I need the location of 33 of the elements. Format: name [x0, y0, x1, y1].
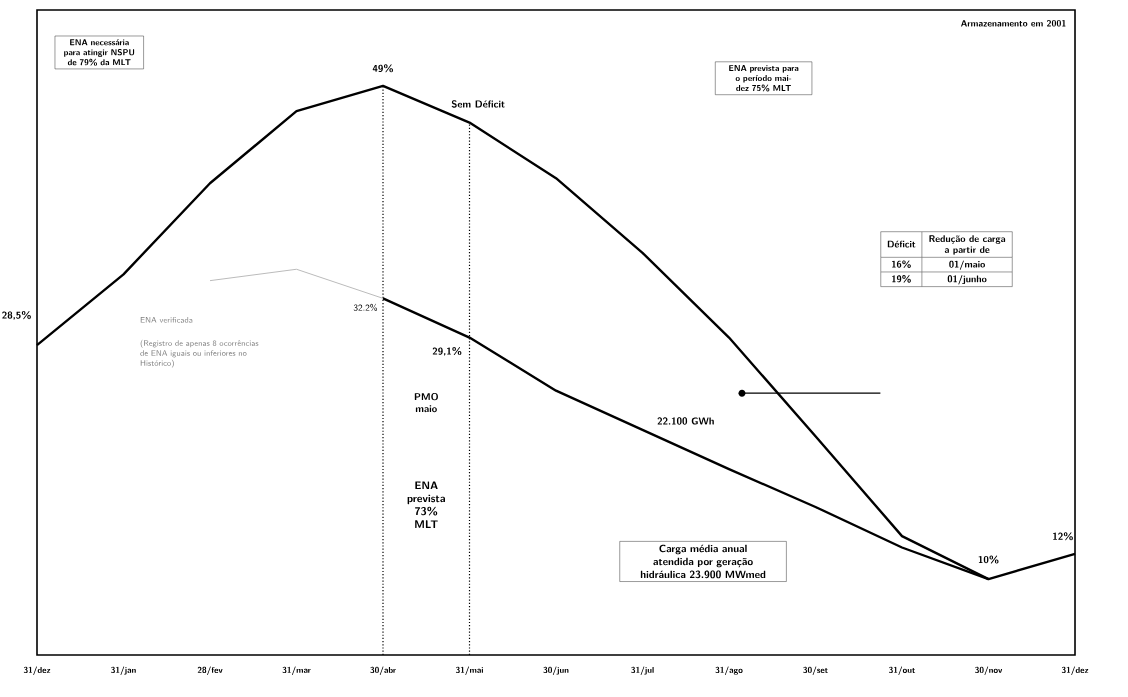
x-tick-label: 31/jul: [631, 666, 654, 675]
annotation: ENA prevista para o período mai-dez 75% MLT: [729, 65, 799, 92]
x-tick-label: 31/dez: [1061, 666, 1089, 675]
x-tick-label: 30/set: [803, 666, 828, 675]
x-tick-label: 31/ago: [715, 666, 743, 675]
x-tick-label: 31/mai: [455, 666, 483, 675]
annotation: ENA necessária para atingir NSPU de 79% da MLT: [64, 39, 135, 66]
annotation: Redução de carga a partir de: [929, 235, 1006, 255]
annotation: PMO maio: [414, 392, 438, 413]
annotation: Carga média anual atendida por geração hidráulica 23.900 MWmed: [640, 544, 766, 579]
x-tick-label: 30/nov: [975, 666, 1003, 675]
data-label: 28,5%: [2, 311, 31, 320]
x-tick-label: 28/fev: [197, 666, 223, 675]
annotation: 16%: [891, 260, 911, 269]
x-tick-label: 31/mar: [282, 666, 311, 675]
data-label: 49%: [372, 64, 393, 73]
x-tick-label: 31/out: [889, 666, 916, 675]
x-tick-label: 30/jun: [543, 666, 569, 675]
data-label: 12%: [1053, 532, 1073, 541]
annotation: 01/maio: [949, 260, 985, 270]
data-label: 32.2%: [353, 303, 377, 312]
x-tick-label: 30/abr: [370, 666, 396, 675]
data-label: 10%: [978, 555, 999, 564]
text: Armazenamento em 2001: [961, 19, 1066, 27]
x-tick-label: 31/dez: [23, 666, 51, 675]
series-label: Sem Déficit: [451, 100, 505, 108]
data-label: 29,1%: [432, 347, 462, 356]
annotation: 01/junho: [947, 275, 987, 285]
x-tick-label: 31/jan: [111, 666, 136, 675]
annotation: ENA prevista 73% MLT: [407, 481, 445, 528]
annotation: Déficit: [887, 240, 916, 248]
annotation: 19%: [891, 275, 911, 283]
annotation: 22.100 GWh: [657, 417, 714, 425]
